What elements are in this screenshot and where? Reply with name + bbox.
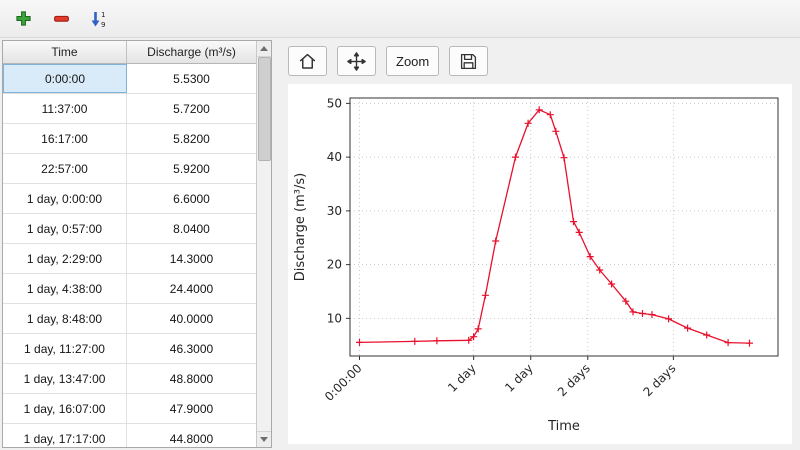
- scroll-down-icon[interactable]: [257, 431, 271, 447]
- chart-toolbar: Zoom: [288, 44, 489, 78]
- svg-text:1: 1: [101, 11, 105, 19]
- svg-text:1 day: 1 day: [502, 361, 536, 395]
- cell-time[interactable]: 1 day, 16:07:00: [3, 394, 127, 423]
- table-row[interactable]: 0:00:00 5.5300: [3, 64, 256, 94]
- home-button[interactable]: [288, 46, 327, 76]
- pan-arrows-icon: [347, 51, 366, 71]
- home-icon: [299, 53, 316, 69]
- cell-discharge[interactable]: 8.0400: [173, 221, 210, 236]
- table-body: 0:00:00 5.5300 11:37:00 5.7200 16:17:00 5.820…: [3, 64, 256, 447]
- cell-discharge[interactable]: 47.9000: [169, 401, 214, 416]
- zoom-button-label: Zoom: [396, 53, 430, 69]
- svg-text:50: 50: [327, 96, 342, 110]
- table-row[interactable]: 1 day, 11:27:00 46.3000: [3, 334, 256, 364]
- cell-discharge[interactable]: 40.0000: [169, 311, 214, 326]
- cell-discharge[interactable]: 24.4000: [169, 281, 214, 296]
- cell-time[interactable]: 1 day, 2:29:00: [3, 244, 127, 273]
- cell-time[interactable]: 1 day, 4:38:00: [3, 274, 127, 303]
- svg-text:0:00:00: 0:00:00: [322, 361, 365, 404]
- add-row-button[interactable]: [10, 6, 36, 32]
- svg-text:1 day: 1 day: [445, 361, 479, 395]
- cell-discharge[interactable]: 48.8000: [169, 371, 214, 386]
- main-toolbar: 1 9: [0, 0, 800, 38]
- cell-discharge[interactable]: 5.8200: [173, 131, 210, 146]
- chart-plot-area[interactable]: 10 20 30 40 50 0:00:00 1 day 1 day 2 days 2 days T…: [288, 84, 792, 444]
- scrollbar-thumb[interactable]: [258, 57, 271, 161]
- table-row[interactable]: 1 day, 4:38:00 24.4000: [3, 274, 256, 304]
- sort-rows-button[interactable]: 1 9: [86, 6, 112, 32]
- column-header-time[interactable]: Time: [3, 41, 127, 63]
- discharge-line-chart: 10 20 30 40 50 0:00:00 1 day 1 day 2 days 2 days T…: [293, 96, 779, 434]
- table-row[interactable]: 1 day, 8:48:00 40.0000: [3, 304, 256, 334]
- table-row[interactable]: 22:57:00 5.9200: [3, 154, 256, 184]
- svg-text:20: 20: [327, 258, 342, 272]
- cell-discharge[interactable]: 5.9200: [173, 161, 210, 176]
- table-row[interactable]: 1 day, 0:57:00 8.0400: [3, 214, 256, 244]
- svg-text:9: 9: [101, 21, 105, 28]
- table-header-row: Time Discharge (m³/s): [3, 41, 256, 64]
- cell-discharge[interactable]: 6.6000: [173, 191, 210, 206]
- svg-text:Time: Time: [547, 419, 580, 434]
- svg-text:30: 30: [327, 204, 342, 218]
- cell-time[interactable]: 0:00:00: [3, 64, 127, 93]
- table-row[interactable]: 1 day, 17:17:00 44.8000: [3, 424, 256, 447]
- cell-time[interactable]: 1 day, 11:27:00: [3, 334, 127, 363]
- table-row[interactable]: 1 day, 13:47:00 48.8000: [3, 364, 256, 394]
- column-header-discharge[interactable]: Discharge (m³/s): [147, 45, 236, 59]
- pan-button[interactable]: [337, 46, 376, 76]
- cell-time[interactable]: 11:37:00: [3, 94, 127, 123]
- cell-time[interactable]: 1 day, 17:17:00: [3, 424, 127, 447]
- cell-discharge[interactable]: 5.5300: [173, 71, 210, 86]
- cell-discharge[interactable]: 44.8000: [169, 431, 214, 446]
- zoom-button[interactable]: Zoom: [386, 46, 440, 76]
- cell-time[interactable]: 1 day, 0:57:00: [3, 214, 127, 243]
- svg-text:40: 40: [327, 150, 342, 164]
- cell-time[interactable]: 1 day, 0:00:00: [3, 184, 127, 213]
- cell-discharge[interactable]: 46.3000: [169, 341, 214, 356]
- svg-text:Discharge (m³/s): Discharge (m³/s): [293, 173, 308, 281]
- cell-time[interactable]: 16:17:00: [3, 124, 127, 153]
- cell-discharge[interactable]: 14.3000: [169, 251, 214, 266]
- table-row[interactable]: 1 day, 2:29:00 14.3000: [3, 244, 256, 274]
- timeseries-table-panel: Time Discharge (m³/s) 0:00:00 5.5300 11:37…: [2, 40, 272, 448]
- cell-time[interactable]: 22:57:00: [3, 154, 127, 183]
- table-scrollbar[interactable]: [256, 41, 271, 447]
- minus-icon: [53, 15, 69, 22]
- svg-text:2 days: 2 days: [640, 361, 678, 399]
- sort-numeric-descending-icon: 1 9: [91, 11, 105, 28]
- save-button[interactable]: [449, 46, 489, 76]
- cell-time[interactable]: 1 day, 8:48:00: [3, 304, 127, 333]
- table-row[interactable]: 11:37:00 5.7200: [3, 94, 256, 124]
- plus-icon: [15, 11, 31, 26]
- table-row[interactable]: 1 day, 0:00:00 6.6000: [3, 184, 256, 214]
- table-row[interactable]: 1 day, 16:07:00 47.9000: [3, 394, 256, 424]
- cell-time[interactable]: 1 day, 13:47:00: [3, 364, 127, 393]
- svg-text:10: 10: [327, 311, 342, 325]
- timeseries-table: Time Discharge (m³/s) 0:00:00 5.5300 11:37…: [3, 41, 256, 447]
- scroll-up-icon[interactable]: [257, 41, 271, 57]
- chart-panel: Zoom 10 20 30 40 50 0:00:00 1 day 1 day 2 days 2 …: [280, 40, 800, 450]
- save-floppy-icon: [461, 53, 477, 69]
- cell-discharge[interactable]: 5.7200: [173, 101, 210, 116]
- table-row[interactable]: 16:17:00 5.8200: [3, 124, 256, 154]
- remove-row-button[interactable]: [48, 6, 74, 32]
- svg-text:2 days: 2 days: [555, 361, 593, 399]
